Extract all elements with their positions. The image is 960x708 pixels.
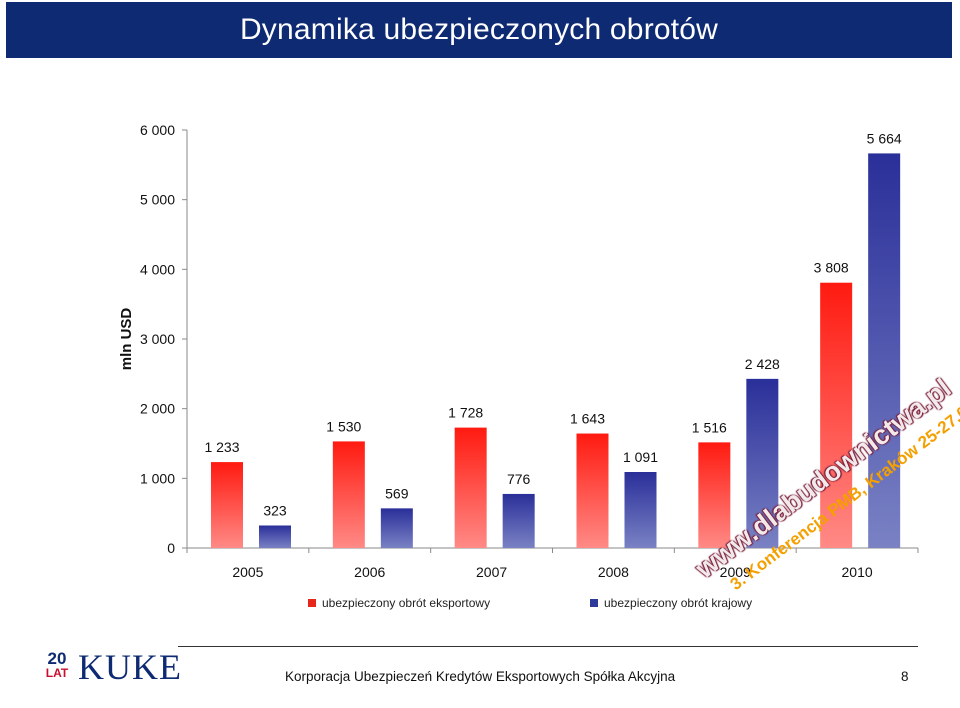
anniversary-number: 20 bbox=[47, 649, 67, 668]
page-title: Dynamika ubezpieczonych obrotów bbox=[239, 13, 719, 46]
legend-swatch-export bbox=[308, 599, 316, 607]
data-label-domestic: 2 428 bbox=[745, 356, 780, 372]
x-tick-label: 2008 bbox=[598, 564, 629, 580]
footer-divider bbox=[178, 646, 918, 647]
bar-export bbox=[332, 441, 365, 548]
title-bar: Dynamika ubezpieczonych obrotów bbox=[6, 2, 952, 58]
page-number: 8 bbox=[901, 669, 909, 684]
y-tick-label: 4 000 bbox=[140, 261, 175, 277]
data-label-export: 1 728 bbox=[448, 405, 483, 421]
x-tick-label: 2010 bbox=[842, 564, 873, 580]
y-tick-label: 1 000 bbox=[140, 470, 175, 486]
data-label-export: 1 530 bbox=[326, 418, 361, 434]
data-label-export: 3 808 bbox=[814, 260, 849, 276]
legend-item-domestic: ubezpieczony obrót krajowy bbox=[590, 596, 752, 610]
bar-export bbox=[576, 433, 609, 548]
legend-label-export: ubezpieczony obrót eksportowy bbox=[322, 596, 491, 610]
bar-export bbox=[698, 442, 731, 548]
data-label-domestic: 569 bbox=[385, 485, 409, 501]
bar-export bbox=[454, 427, 487, 548]
y-tick-label: 0 bbox=[167, 540, 175, 556]
bar-domestic bbox=[868, 153, 901, 548]
bar-export bbox=[211, 462, 243, 548]
legend-label-domestic: ubezpieczony obrót krajowy bbox=[604, 596, 753, 610]
data-label-export: 1 643 bbox=[570, 411, 605, 427]
x-tick-label: 2005 bbox=[232, 564, 263, 580]
footer-company: Korporacja Ubezpieczeń Kredytów Eksporto… bbox=[285, 669, 676, 684]
anniversary-word: LAT bbox=[45, 666, 69, 680]
x-tick-label: 2009 bbox=[720, 564, 751, 580]
x-tick-label: 2007 bbox=[476, 564, 507, 580]
legend-swatch-domestic bbox=[590, 599, 598, 607]
bar-domestic bbox=[502, 493, 535, 548]
anniversary-logo: 20 LAT bbox=[42, 650, 72, 680]
y-axis-title: mln USD bbox=[118, 308, 135, 371]
bar-chart: 0 1 000 2 000 3 000 4 000 5 000 6 000 2005 2006 2… bbox=[118, 122, 919, 580]
kuke-logo: KUKE bbox=[78, 647, 182, 687]
y-tick-label: 2 000 bbox=[140, 401, 175, 417]
bar-domestic bbox=[380, 508, 413, 548]
data-label-domestic: 1 091 bbox=[623, 449, 658, 465]
x-tick-label: 2006 bbox=[354, 564, 385, 580]
data-label-domestic: 776 bbox=[507, 471, 531, 487]
y-tick-label: 5 000 bbox=[140, 192, 175, 208]
data-label-export: 1 516 bbox=[692, 419, 727, 435]
y-tick-label: 6 000 bbox=[140, 122, 175, 138]
y-tick-label: 3 000 bbox=[140, 331, 175, 347]
bar-domestic bbox=[259, 525, 291, 548]
data-label-domestic: 323 bbox=[263, 502, 287, 518]
data-label-domestic: 5 664 bbox=[867, 130, 902, 146]
bar-domestic bbox=[746, 378, 779, 548]
legend-item-export: ubezpieczony obrót eksportowy bbox=[308, 596, 490, 610]
data-label-export: 1 233 bbox=[204, 439, 239, 455]
bar-domestic bbox=[624, 471, 657, 548]
bar-export bbox=[820, 282, 853, 548]
